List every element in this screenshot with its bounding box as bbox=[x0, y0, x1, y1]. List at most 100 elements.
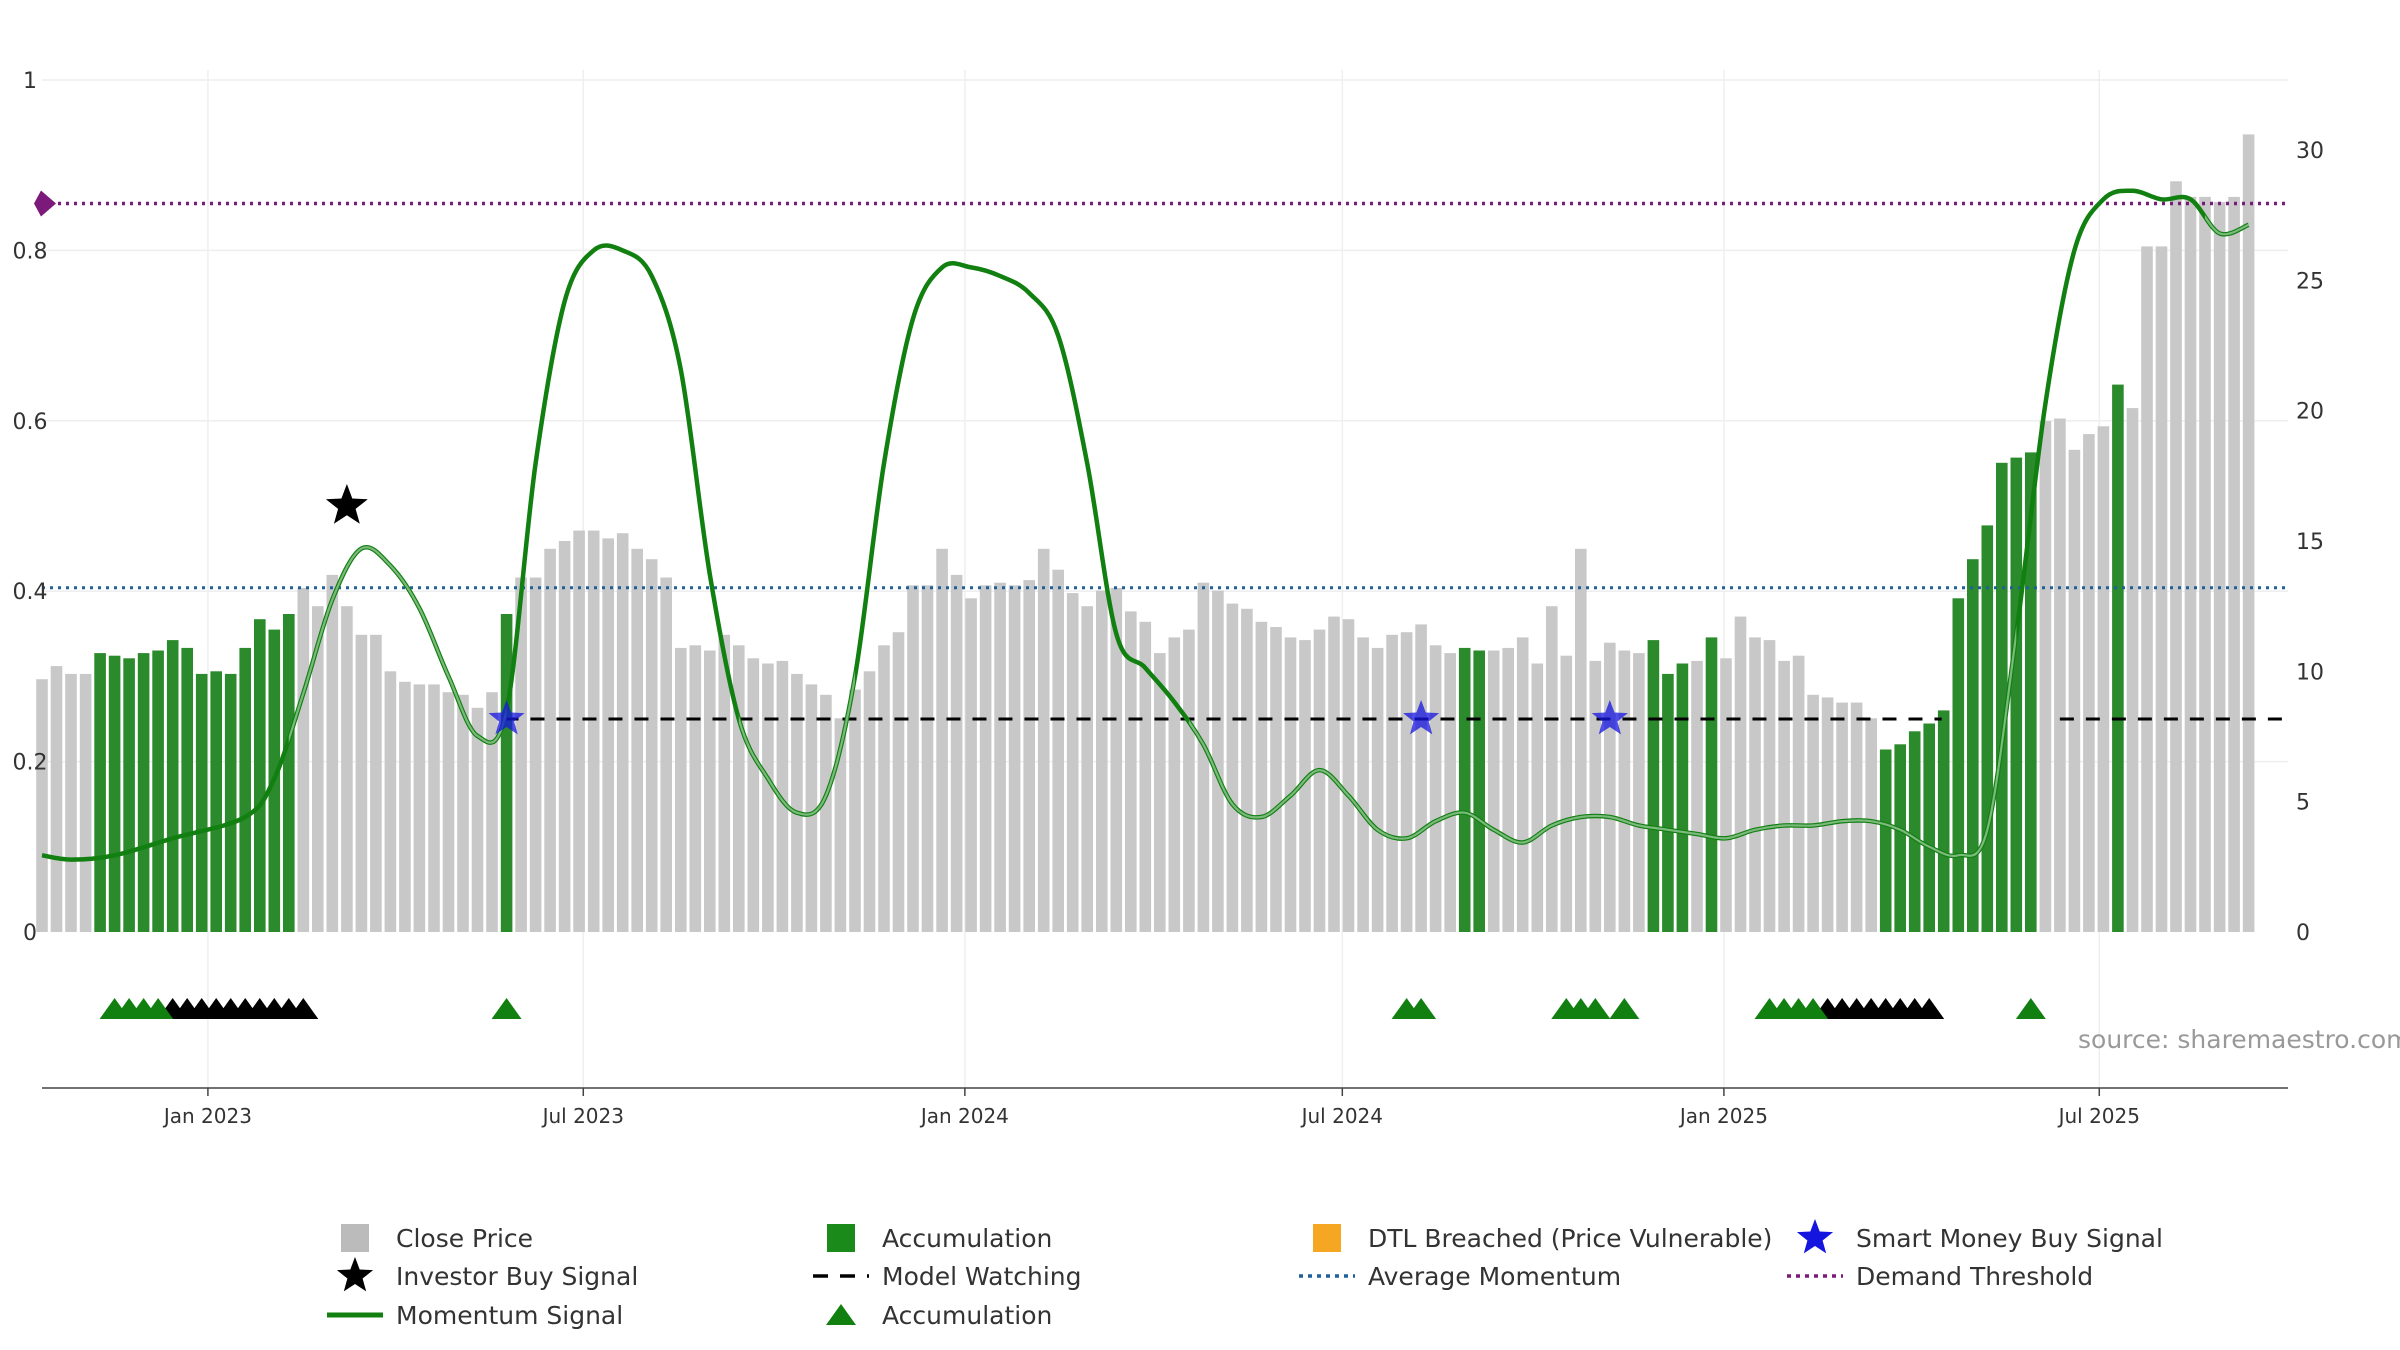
accumulation-bar bbox=[1894, 744, 1906, 932]
right-tick-label: 0 bbox=[2296, 921, 2310, 946]
close-price-bar bbox=[79, 673, 92, 932]
accumulation-triangle bbox=[1406, 998, 1437, 1019]
legend-label: Smart Money Buy Signal bbox=[1856, 1224, 2163, 1253]
close-price-bar bbox=[384, 671, 397, 932]
accumulation-bar bbox=[500, 614, 513, 932]
momentum-line-dim bbox=[1188, 625, 2017, 858]
close-price-bar bbox=[907, 585, 919, 932]
close-price-bar bbox=[805, 684, 818, 932]
close-price-bar bbox=[1342, 619, 1355, 932]
close-price-bar bbox=[979, 585, 992, 932]
close-price-bar bbox=[312, 606, 324, 932]
close-price-bar bbox=[1328, 616, 1340, 932]
close-price-bar bbox=[2184, 196, 2197, 932]
close-price-bar bbox=[660, 577, 672, 932]
close-price-bar bbox=[1778, 660, 1790, 932]
right-tick-label: 15 bbox=[2296, 530, 2324, 555]
close-price-bar bbox=[1139, 621, 1152, 932]
close-price-bar bbox=[1633, 653, 1645, 932]
x-tick-label: Jan 2024 bbox=[919, 1104, 1009, 1128]
accumulation-triangle-black bbox=[1914, 998, 1945, 1019]
close-price-bar bbox=[1836, 702, 1848, 932]
accumulation-triangle bbox=[143, 998, 174, 1019]
accumulation-triangle bbox=[2015, 998, 2046, 1019]
close-price-bar bbox=[544, 548, 556, 932]
close-price-bar bbox=[1284, 637, 1297, 932]
x-tick-label: Jul 2024 bbox=[1300, 1104, 1383, 1128]
close-price-bar bbox=[1096, 590, 1108, 932]
close-price-bar bbox=[1734, 616, 1747, 932]
right-tick-label: 5 bbox=[2296, 791, 2310, 816]
close-price-bar bbox=[1821, 697, 1834, 932]
investor-buy-signal-star bbox=[325, 484, 368, 524]
close-price-bar bbox=[1560, 655, 1573, 932]
close-price-bar bbox=[2097, 426, 2110, 932]
reference-lines bbox=[42, 201, 2288, 721]
accumulation-bar bbox=[1981, 525, 1994, 932]
left-tick-label: 0.2 bbox=[13, 751, 48, 776]
accumulation-triangle bbox=[491, 998, 522, 1019]
left-tick-label: 0.8 bbox=[13, 239, 48, 264]
smart-money-buy-signal-star bbox=[1403, 700, 1440, 735]
gridlines bbox=[42, 70, 2288, 1088]
close-price-bar bbox=[762, 663, 774, 932]
close-price-bar bbox=[1299, 640, 1311, 932]
close-price-bar bbox=[791, 673, 803, 932]
accumulation-bar bbox=[239, 647, 251, 932]
close-price-bar bbox=[776, 660, 789, 932]
close-price-bar bbox=[892, 632, 905, 932]
accumulation-bar bbox=[2025, 452, 2037, 932]
accumulation-bar bbox=[1937, 710, 1950, 932]
accumulation-bar bbox=[2010, 457, 2023, 932]
close-price-bar bbox=[718, 634, 731, 932]
close-price-bar bbox=[1502, 647, 1514, 932]
close-price-bar bbox=[645, 559, 658, 932]
close-price-bar bbox=[965, 598, 977, 932]
accumulation-bar bbox=[283, 614, 295, 932]
close-price-bar bbox=[820, 694, 832, 932]
close-price-bar bbox=[747, 658, 760, 932]
close-price-bar bbox=[1168, 637, 1181, 932]
accumulation-triangle bbox=[1580, 998, 1611, 1019]
legend-label: Accumulation bbox=[882, 1224, 1052, 1253]
legend-label: Momentum Signal bbox=[396, 1301, 623, 1330]
close-price-bar bbox=[50, 666, 63, 932]
accumulation-bar bbox=[181, 647, 193, 932]
close-price-bar bbox=[1575, 548, 1587, 932]
accumulation-triangle bbox=[1609, 998, 1640, 1019]
close-price-bar bbox=[1763, 640, 1776, 932]
accumulation-bar bbox=[1967, 559, 1979, 932]
smart-money-buy-signal-star bbox=[1591, 700, 1628, 735]
close-price-bar bbox=[370, 634, 382, 932]
accumulation-bar bbox=[1923, 723, 1935, 932]
accumulation-bar bbox=[224, 673, 237, 932]
close-price-bar bbox=[529, 577, 542, 932]
signal-markers bbox=[34, 190, 2046, 1019]
accumulation-bar bbox=[1996, 462, 2008, 932]
close-price-bar bbox=[587, 530, 600, 932]
x-tick-label: Jul 2025 bbox=[2057, 1104, 2140, 1128]
legend-swatch-square bbox=[1313, 1224, 1341, 1252]
accumulation-bar bbox=[1908, 731, 1921, 932]
source-note: source: sharemaestro.com bbox=[2078, 1025, 2400, 1054]
close-price-bar bbox=[994, 582, 1006, 932]
close-price-bar bbox=[1255, 621, 1268, 932]
close-price-bar bbox=[1052, 569, 1064, 932]
accumulation-bar bbox=[1879, 749, 1892, 932]
legend-swatch-star bbox=[336, 1257, 374, 1292]
close-price-bar bbox=[1516, 637, 1529, 932]
close-price-bar bbox=[2228, 196, 2240, 932]
accumulation-bar bbox=[1647, 640, 1660, 932]
accumulation-bar bbox=[2112, 384, 2124, 933]
close-price-bar bbox=[849, 689, 861, 932]
legend-label: Average Momentum bbox=[1368, 1262, 1621, 1291]
legend-label: Investor Buy Signal bbox=[396, 1262, 638, 1291]
close-price-bar bbox=[1444, 653, 1456, 932]
close-price-bar bbox=[1212, 590, 1224, 932]
close-price-bar bbox=[355, 634, 368, 932]
close-price-bar bbox=[1604, 642, 1616, 932]
close-price-bar bbox=[341, 606, 353, 932]
close-price-bar bbox=[950, 574, 963, 932]
close-price-bar bbox=[2155, 246, 2168, 932]
close-price-bar bbox=[1792, 655, 1805, 932]
